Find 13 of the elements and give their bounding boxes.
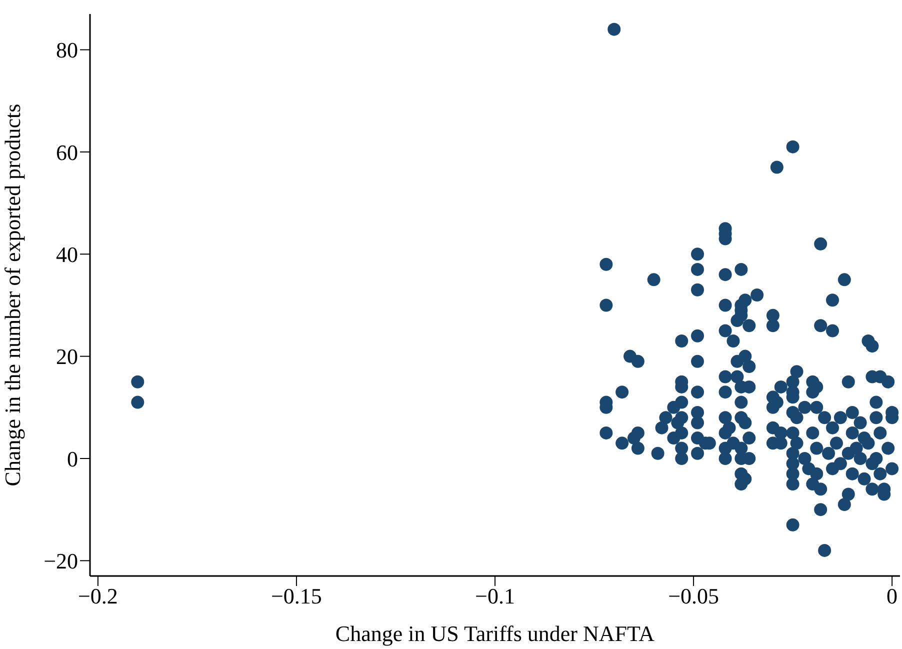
- x-tick-label: −0.1: [475, 584, 515, 609]
- y-tick-label: 20: [56, 344, 78, 370]
- y-tick-label: −20: [44, 548, 78, 574]
- x-tick-label: −0.2: [78, 584, 118, 609]
- x-tick-label: −0.15: [271, 584, 322, 609]
- y-tick-label: 60: [56, 140, 78, 165]
- y-tick-label: 80: [56, 38, 78, 63]
- x-tick-label: −0.05: [668, 584, 719, 609]
- y-axis-title: Change in the number of exported products: [0, 104, 25, 486]
- x-tick-label: 0: [886, 584, 898, 609]
- y-tick-label: 0: [67, 446, 78, 472]
- y-tick-label: 40: [56, 242, 78, 267]
- x-axis-title: Change in US Tariffs under NAFTA: [335, 621, 655, 646]
